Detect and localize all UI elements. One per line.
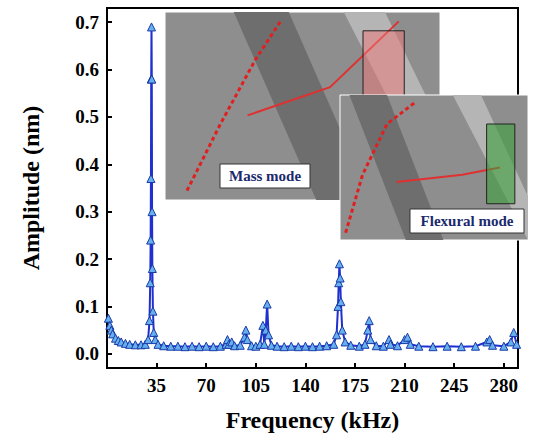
svg-text:280: 280 bbox=[490, 375, 519, 396]
svg-text:Mass mode: Mass mode bbox=[229, 168, 301, 184]
svg-text:0.5: 0.5 bbox=[75, 106, 99, 127]
svg-text:70: 70 bbox=[197, 375, 216, 396]
svg-text:175: 175 bbox=[341, 375, 370, 396]
svg-text:0.2: 0.2 bbox=[75, 249, 99, 270]
svg-text:0.6: 0.6 bbox=[75, 59, 99, 80]
svg-text:0.7: 0.7 bbox=[75, 12, 99, 33]
svg-text:210: 210 bbox=[390, 375, 419, 396]
svg-text:Flexural mode: Flexural mode bbox=[421, 213, 514, 229]
svg-text:140: 140 bbox=[291, 375, 320, 396]
svg-text:Frequency (kHz): Frequency (kHz) bbox=[226, 407, 400, 433]
svg-text:0.4: 0.4 bbox=[75, 154, 99, 175]
svg-text:245: 245 bbox=[440, 375, 469, 396]
svg-text:Amplitude (nm): Amplitude (nm) bbox=[18, 106, 44, 271]
svg-text:0.1: 0.1 bbox=[75, 296, 99, 317]
svg-text:0.3: 0.3 bbox=[75, 201, 99, 222]
svg-text:35: 35 bbox=[147, 375, 166, 396]
svg-text:105: 105 bbox=[242, 375, 271, 396]
svg-text:0.0: 0.0 bbox=[75, 343, 99, 364]
